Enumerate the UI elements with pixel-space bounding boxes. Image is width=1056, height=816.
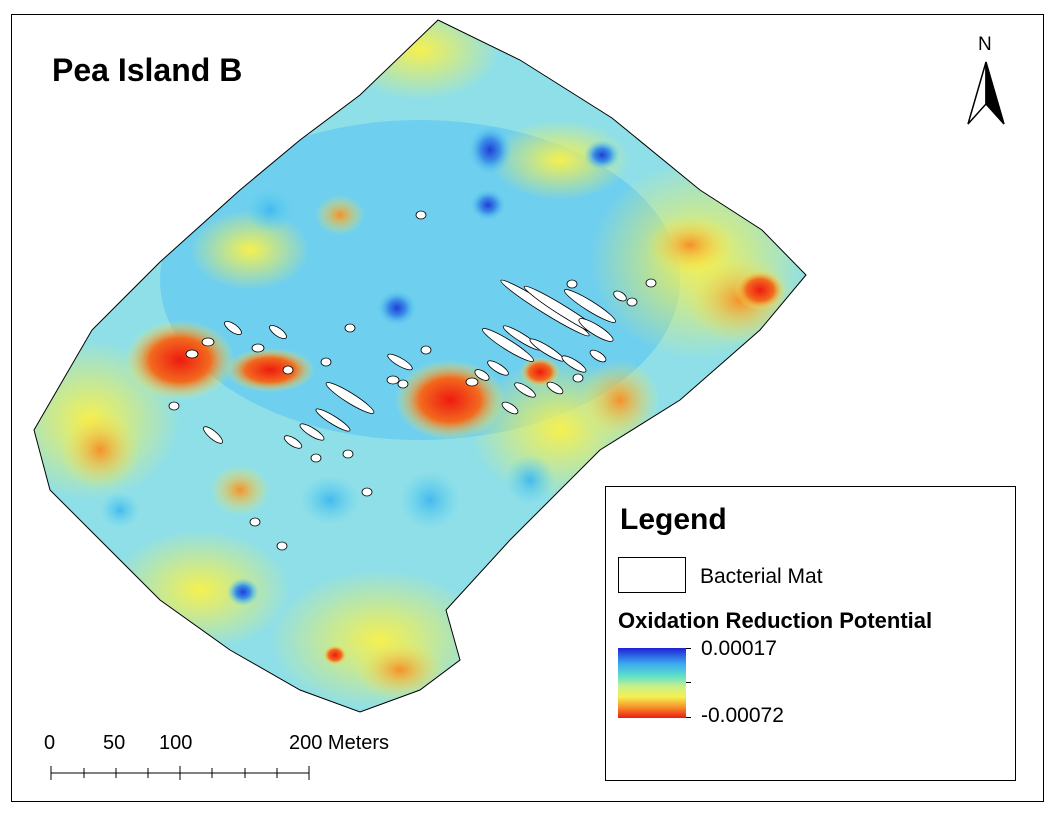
bacterial-mat — [626, 297, 638, 307]
bacterial-mat — [283, 435, 303, 449]
bacterial-mat — [487, 360, 509, 376]
ramp-tick-bottom — [686, 717, 691, 718]
bacterial-mat — [645, 278, 657, 288]
bacterial-mat — [224, 320, 242, 336]
bacterial-mat — [546, 381, 564, 395]
orp-legend-title: Oxidation Reduction Potential — [618, 608, 933, 633]
bacterial-mat — [276, 541, 288, 551]
bacterial-mat — [203, 426, 223, 444]
legend-panel: Legend Bacterial Mat Oxidation Reduction… — [605, 486, 1016, 781]
bacterial-mat — [185, 349, 199, 359]
scale-label-50: 50 — [103, 732, 126, 754]
ramp-tick-top — [686, 648, 691, 649]
bacterial-mat — [501, 401, 519, 415]
bacterial-mat — [589, 349, 607, 363]
bacterial-mat — [564, 289, 616, 323]
bacterial-mat — [482, 328, 534, 362]
bacterial-mat — [397, 379, 409, 389]
bacterial-mat — [578, 318, 614, 342]
ramp-tick-mid — [686, 682, 691, 683]
bacterial-mat-label: Bacterial Mat — [700, 565, 823, 588]
bacterial-mat — [420, 345, 432, 355]
bacterial-mat — [249, 517, 261, 527]
bacterial-mat — [613, 290, 627, 302]
bacterial-mat — [566, 279, 578, 289]
scale-label-100: 100 — [159, 732, 193, 754]
bacterial-mat — [168, 401, 180, 411]
orp-max-value: 0.00017 — [701, 637, 777, 660]
scale-label-200: 200 Meters — [289, 732, 390, 754]
bacterial-mat — [344, 323, 356, 333]
bacterial-mat — [315, 408, 351, 432]
bacterial-mats[interactable] — [168, 210, 657, 551]
bacterial-mat — [310, 453, 322, 463]
bacterial-mat — [299, 423, 325, 441]
legend-title: Legend — [620, 503, 727, 536]
survey-boundary — [33, 19, 807, 713]
bacterial-mat — [386, 375, 400, 385]
scale-label-0: 0 — [44, 732, 56, 754]
bacterial-mat — [415, 210, 427, 220]
orp-min-value: -0.00072 — [701, 704, 784, 727]
bacterial-mat — [251, 343, 265, 353]
bacterial-mat — [465, 377, 479, 387]
bacterial-mat — [201, 337, 215, 347]
bacterial-mat — [325, 382, 375, 414]
bacterial-mat — [514, 382, 536, 398]
bacterial-mat — [320, 357, 332, 367]
scale-bar — [50, 766, 310, 780]
north-arrow-icon — [967, 61, 1005, 125]
bacterial-mat — [474, 369, 490, 381]
bacterial-mat — [387, 353, 413, 371]
orp-color-ramp — [618, 648, 686, 718]
bacterial-mat — [572, 373, 584, 383]
bacterial-mat — [361, 487, 373, 497]
bacterial-mat — [561, 355, 587, 373]
bacterial-mat — [342, 449, 354, 459]
bacterial-mat — [269, 324, 287, 340]
bacterial-mat — [282, 365, 294, 375]
north-label: N — [978, 34, 992, 55]
map-title: Pea Island B — [52, 52, 243, 88]
map-frame — [11, 14, 1044, 802]
bacterial-mat-swatch — [618, 557, 686, 593]
